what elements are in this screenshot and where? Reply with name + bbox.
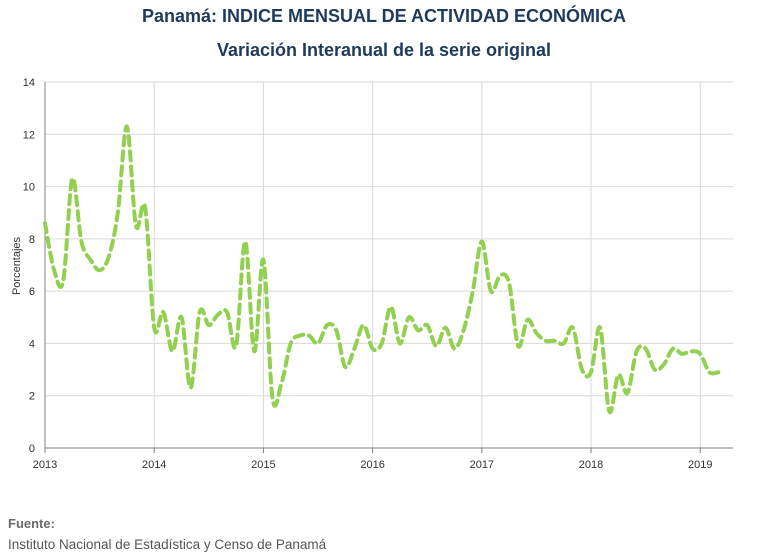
- y-tick-label: 6: [29, 286, 35, 298]
- grid-lines: [45, 81, 733, 448]
- x-tick-label: 2014: [142, 459, 166, 471]
- y-tick-label: 14: [23, 77, 35, 89]
- series-line: [43, 124, 721, 415]
- x-tick-label: 2017: [470, 459, 494, 471]
- y-tick-label: 12: [23, 129, 35, 141]
- chart-title: Panamá: INDICE MENSUAL DE ACTIVIDAD ECON…: [141, 6, 627, 26]
- y-tick-label: 2: [29, 391, 35, 403]
- y-tick-label: 0: [29, 443, 35, 455]
- x-tick-label: 2018: [579, 459, 603, 471]
- chart-subtitle: Variación Interanual de la serie origina…: [216, 40, 552, 60]
- x-tick-label: 2019: [688, 459, 712, 471]
- y-tick-labels: 0 2 4 6 8 10 12 14: [23, 77, 35, 455]
- axes: [44, 82, 733, 453]
- source-label: Fuente:: [8, 516, 55, 531]
- x-tick-label: 2013: [33, 459, 57, 471]
- y-axis-label: Porcentajes: [11, 236, 23, 295]
- line-chart: 0 2 4 6 8 10 12 14 2013 2014 2015 2016 2017 2018 2019…: [11, 77, 733, 471]
- series-group: [43, 124, 721, 415]
- y-tick-label: 8: [29, 234, 35, 246]
- x-tick-label: 2016: [360, 459, 384, 471]
- source-text: Instituto Nacional de Estadística y Cens…: [8, 537, 327, 552]
- y-tick-label: 4: [29, 338, 35, 350]
- x-tick-labels: 2013 2014 2015 2016 2017 2018 2019: [33, 459, 713, 471]
- y-tick-label: 10: [23, 182, 35, 194]
- x-tick-label: 2015: [251, 459, 275, 471]
